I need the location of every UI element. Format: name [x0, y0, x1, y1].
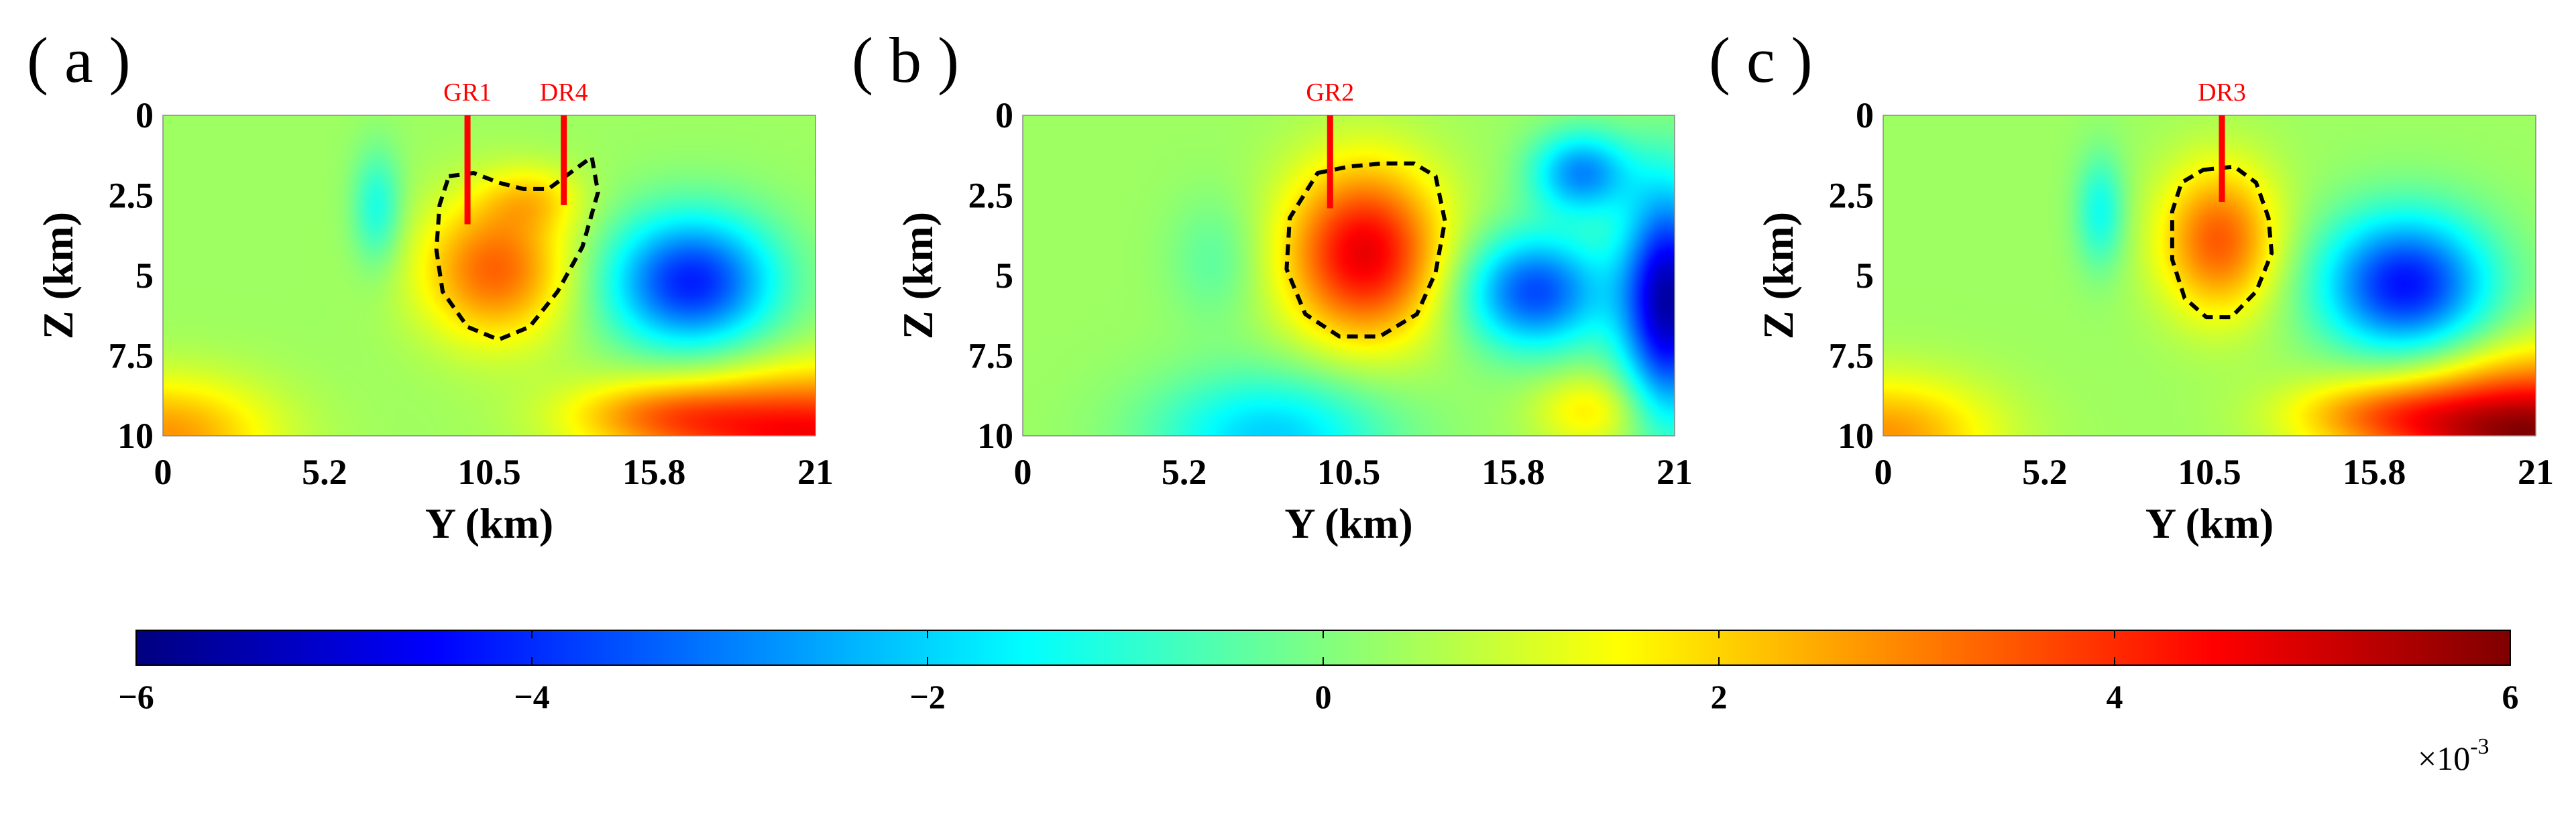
- colorbar-multiplier-base: ×10: [2418, 740, 2470, 777]
- y-tick-label: 10: [1838, 416, 1874, 456]
- x-tick-label: 5.2: [2022, 452, 2068, 492]
- colorbar-tick-label: −2: [909, 678, 946, 715]
- colorbar-tick-label: 0: [1315, 678, 1332, 715]
- y-tick-label: 10: [117, 416, 154, 456]
- y-tick-label: 7.5: [109, 336, 154, 376]
- x-tick-label: 21: [1657, 452, 1693, 492]
- colorbar-tick-label: 6: [2502, 678, 2519, 715]
- well-label: GR2: [1306, 78, 1354, 107]
- y-tick-label: 2.5: [968, 176, 1014, 216]
- plot-frame: [162, 115, 816, 436]
- anomaly-contour: [2170, 164, 2274, 320]
- x-tick-label: 10.5: [1317, 452, 1381, 492]
- y-tick-label: 5: [995, 255, 1013, 296]
- anomaly-contour: [434, 155, 600, 342]
- x-axis-title: Y (km): [1284, 500, 1412, 547]
- plot-frame: [1022, 115, 1675, 436]
- heatmap-field: [163, 115, 816, 436]
- y-tick-label: 2.5: [109, 176, 154, 216]
- panel-b: ( b ) GR2 0 5.2 10.5 15.8 21 0 2.5 5 7.5 10 Y (km) Z …: [852, 24, 1693, 547]
- x-tick-label: 15.8: [622, 452, 686, 492]
- x-tick-label: 21: [2518, 452, 2554, 492]
- anomaly-contour: [1284, 161, 1447, 339]
- x-tick-label: 21: [797, 452, 834, 492]
- colorbar-multiplier-exponent: -3: [2470, 734, 2489, 759]
- plot-frame: [1883, 115, 2536, 436]
- panel-c: ( c ) DR3 0 5.2 10.5 15.8 21 0 2.5 5 7.5 10 Y (km) Z …: [1709, 24, 2554, 547]
- colorbar-tick-label: −4: [514, 678, 550, 715]
- y-tick-label: 0: [135, 95, 154, 135]
- x-tick-label: 15.8: [2343, 452, 2406, 492]
- well-label: DR4: [540, 78, 588, 107]
- y-axis-title: Z (km): [894, 212, 942, 339]
- y-tick-label: 10: [977, 416, 1013, 456]
- panel-label: ( a ): [27, 24, 131, 96]
- x-tick-label: 10.5: [2178, 452, 2241, 492]
- y-tick-label: 5: [135, 255, 154, 296]
- y-tick-label: 7.5: [968, 336, 1014, 376]
- x-tick-label: 5.2: [1162, 452, 1207, 492]
- colorbar-tick-label: 2: [1711, 678, 1728, 715]
- y-tick-label: 5: [1856, 255, 1874, 296]
- colorbar: −6 −4 −2 0 2 4 6 ×10-3: [118, 630, 2519, 777]
- colorbar-ticks: −6 −4 −2 0 2 4 6: [118, 630, 2519, 715]
- x-tick-label: 5.2: [302, 452, 347, 492]
- x-tick-label: 0: [154, 452, 172, 492]
- panel-a: ( a ) GR1 DR4 0 5.2 10.5 15.8 21 0 2.5 5 7.5 10 Y (km…: [27, 24, 834, 547]
- y-axis-title: Z (km): [1754, 212, 1802, 339]
- colorbar-tick-label: −6: [118, 678, 154, 715]
- y-axis-title: Z (km): [34, 212, 82, 339]
- colorbar-multiplier: ×10-3: [2418, 734, 2489, 777]
- heatmap-field: [1883, 115, 2536, 436]
- well-label: DR3: [2198, 78, 2246, 107]
- colorbar-tick-label: 4: [2107, 678, 2123, 715]
- x-tick-label: 15.8: [1481, 452, 1545, 492]
- y-tick-label: 2.5: [1829, 176, 1874, 216]
- panel-label: ( c ): [1709, 24, 1813, 96]
- panel-label: ( b ): [852, 24, 959, 96]
- heatmap-field: [1023, 115, 1675, 436]
- x-axis-title: Y (km): [2145, 500, 2274, 547]
- y-tick-label: 7.5: [1829, 336, 1874, 376]
- y-tick-label: 0: [1856, 95, 1874, 135]
- y-tick-label: 0: [995, 95, 1013, 135]
- x-axis-title: Y (km): [425, 500, 553, 547]
- well-label: GR1: [443, 78, 492, 107]
- x-tick-label: 0: [1874, 452, 1893, 492]
- x-tick-label: 0: [1014, 452, 1032, 492]
- x-tick-label: 10.5: [457, 452, 521, 492]
